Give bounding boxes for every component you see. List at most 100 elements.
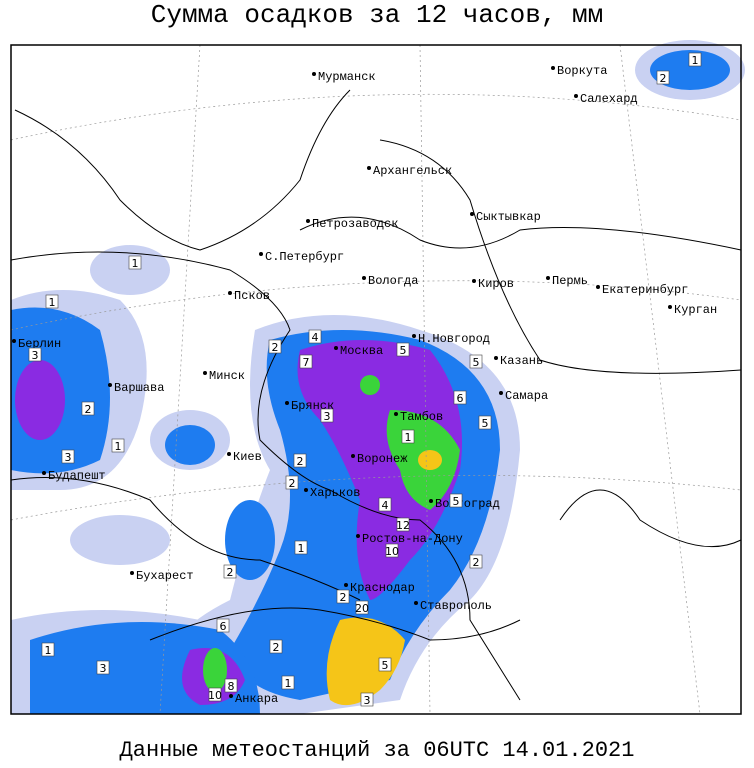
contour-label-box [453,390,467,405]
contour-label: 2 [273,641,280,654]
map [10,40,745,715]
city-label: Н.Новгород [418,332,490,346]
contour-label-box [360,692,374,707]
contour-label-box [285,475,299,490]
city-label: Вологда [368,274,418,288]
city-dot [229,694,233,698]
city-label: Тамбов [400,410,443,424]
city-label: Киев [233,450,262,464]
city-label: Воронеж [357,452,408,466]
city-label: Сыктывкар [476,210,541,224]
contour-label: 5 [482,417,489,430]
contour-label: 3 [32,349,39,362]
contour-label: 2 [85,403,92,416]
contour-label: 6 [457,392,464,405]
contour-label-box [396,342,410,357]
contour-label-box [294,540,308,555]
contour-label: 2 [297,455,304,468]
contour-label: 1 [405,431,412,444]
city-label: Варшава [114,381,164,395]
contour-label-box [401,429,415,444]
city-dot [334,346,338,350]
contour-label: 10 [208,689,222,702]
precip-yellow [326,450,442,706]
city-dot [494,356,498,360]
contour-label: 1 [298,542,305,555]
title: Сумма осадков за 12 часов, мм [151,0,603,30]
contour-label-box [299,354,313,369]
contour-label-box [308,329,322,344]
city-dot [351,454,355,458]
city-dot [356,534,360,538]
graticule [10,44,742,715]
city-dot [259,252,263,256]
city-dot [367,166,371,170]
contour-label: 1 [115,440,122,453]
city-label: Псков [234,289,270,303]
contour-label: 5 [400,344,407,357]
contour-label-box [336,589,350,604]
contour-label-box [469,554,483,569]
contour-label-box [223,564,237,579]
contour-label-box [96,660,110,675]
contour-label-box [449,493,463,508]
contour-label-box [656,70,670,85]
city-dot [596,285,600,289]
city-label: Анкара [235,692,278,706]
contour-label-box [320,408,334,423]
city-label: Харьков [310,486,360,500]
city-dot [394,412,398,416]
contour-label: 10 [385,545,399,558]
city-dot [414,601,418,605]
city-dot [499,391,503,395]
contour-label-box [128,255,142,270]
contour-label-box [478,415,492,430]
city-label: Казань [500,354,543,368]
city-dot [12,339,16,343]
city-dot [130,571,134,575]
contour-label-box [111,438,125,453]
map-frame [10,44,742,715]
city-label: Киров [478,277,514,291]
contour-label: 1 [692,54,699,67]
contour-label: 5 [453,495,460,508]
contour-label: 1 [285,677,292,690]
contour-label-box [469,354,483,369]
city-label: Ростов-на-Дону [362,532,463,546]
contour-label: 3 [324,410,331,423]
contour-label-box [208,687,222,702]
contour-label: 6 [220,620,227,633]
city-dot [312,72,316,76]
contour-label: 5 [382,659,389,672]
city-label: Берлин [18,337,61,351]
contour-label-box [281,675,295,690]
contour-label: 7 [303,356,310,369]
contour-label: 2 [272,341,279,354]
city-dot [285,401,289,405]
city-label: Воркута [557,64,607,78]
contour-label: 8 [228,680,235,693]
contour-label-box [293,453,307,468]
city-label: Архангельск [373,164,452,178]
contour-label: 4 [382,499,389,512]
city-dot [304,488,308,492]
contour-label: 2 [340,591,347,604]
city-dot [551,66,555,70]
city-dot [668,305,672,309]
city-dot [546,276,550,280]
contour-label: 12 [396,519,410,532]
contour-label-box [28,347,42,362]
contour-label-box [41,642,55,657]
contour-label-layer: 1211342755653213221412105220610852113123… [28,52,702,707]
city-dot [470,212,474,216]
city-dot [344,583,348,587]
city-label: Екатеринбург [602,283,688,297]
city-label: Москва [340,344,383,358]
contour-label: 2 [473,556,480,569]
contour-label-box [396,517,410,532]
contour-label-box [268,339,282,354]
city-label: Краснодар [350,581,415,595]
contour-label-box [355,600,369,615]
